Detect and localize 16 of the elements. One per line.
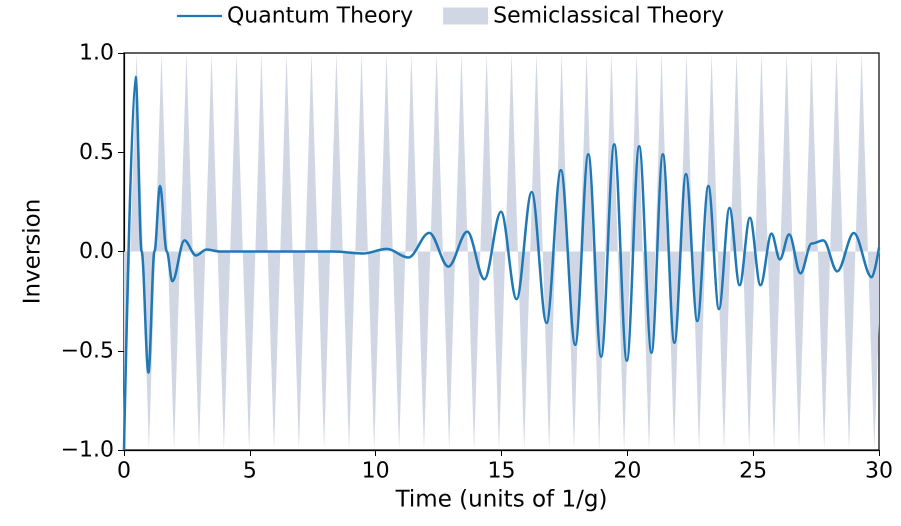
- legend-label: Semiclassical Theory: [493, 4, 724, 28]
- x-tick-label: 10: [362, 458, 390, 484]
- x-tick-label: 15: [488, 458, 516, 484]
- x-tick-label: 30: [865, 458, 893, 484]
- x-axis-title: Time (units of 1/g): [394, 486, 608, 512]
- y-tick-label: 0.0: [79, 239, 114, 264]
- y-tick-label: −1.0: [60, 438, 114, 462]
- x-tick-label: 20: [613, 458, 642, 484]
- y-tick-label: −0.5: [60, 338, 114, 364]
- y-axis-title: Inversion: [20, 198, 46, 304]
- x-tick-label: 0: [117, 458, 131, 484]
- legend-label: Quantum Theory: [226, 4, 414, 28]
- y-tick-label: 1.0: [79, 40, 114, 66]
- x-tick-label: 5: [242, 458, 257, 484]
- y-tick-label: 0.5: [79, 140, 114, 165]
- x-tick-label: 25: [739, 458, 768, 484]
